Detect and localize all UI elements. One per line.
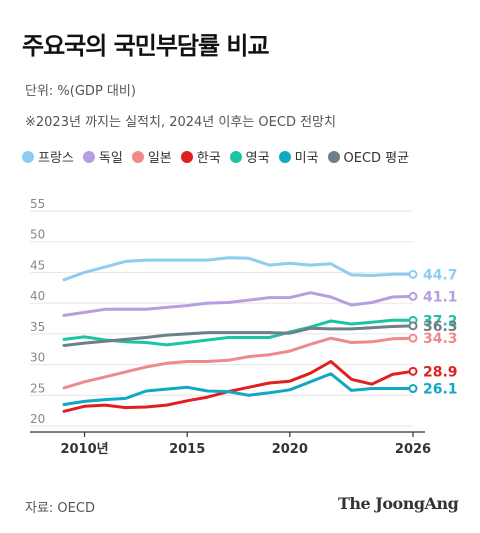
brand-logo: The JoongAng bbox=[338, 494, 459, 513]
legend-swatch-germany bbox=[82, 150, 95, 163]
series-end-marker-3 bbox=[408, 366, 418, 376]
y-tick-label-45: 45 bbox=[30, 258, 45, 272]
legend-label-uk: 영국 bbox=[245, 151, 270, 166]
series-line-4 bbox=[62, 318, 415, 347]
y-tick-label-35: 35 bbox=[30, 320, 45, 334]
series-line-0 bbox=[62, 256, 415, 282]
legend-label-japan: 일본 bbox=[147, 151, 172, 166]
legend-label-germany: 독일 bbox=[98, 151, 123, 166]
legend-swatch-usa bbox=[278, 150, 291, 163]
legend-item-france: 프랑스 bbox=[22, 147, 74, 166]
series-end-label-0: 44.7 bbox=[423, 267, 458, 283]
series-line-6 bbox=[62, 324, 415, 347]
y-tick-label-25: 25 bbox=[30, 381, 45, 395]
x-tick-label-2020: 2020 bbox=[272, 442, 308, 457]
legend-swatch-france bbox=[22, 150, 34, 163]
series-line-2 bbox=[62, 336, 415, 390]
series-end-marker-0 bbox=[408, 269, 418, 279]
legend-swatch-oecd bbox=[327, 150, 340, 163]
series-line-1 bbox=[62, 291, 415, 317]
legend-item-japan: 일본 bbox=[131, 147, 172, 166]
legend-label-france: 프랑스 bbox=[38, 151, 74, 166]
legend-item-korea: 한국 bbox=[180, 147, 221, 166]
y-tick-label-40: 40 bbox=[30, 289, 45, 303]
legend-swatch-uk bbox=[229, 150, 242, 163]
legend-item-germany: 독일 bbox=[82, 147, 123, 166]
legend-label-usa: 미국 bbox=[294, 151, 319, 166]
chart-title: 주요국의 국민부담률 비교 bbox=[22, 32, 270, 60]
series-line-3 bbox=[62, 360, 415, 413]
series-end-label-1: 41.1 bbox=[423, 289, 458, 305]
legend-item-usa: 미국 bbox=[278, 147, 319, 166]
series-end-label-5: 26.1 bbox=[423, 382, 458, 398]
series-end-marker-2 bbox=[408, 333, 418, 343]
series-end-label-2: 34.3 bbox=[423, 331, 458, 347]
series-end-marker-6 bbox=[408, 321, 418, 331]
legend-label-oecd: OECD 평균 bbox=[343, 151, 410, 166]
series-end-marker-5 bbox=[408, 384, 418, 394]
series-end-marker-1 bbox=[408, 291, 418, 301]
legend-label-korea: 한국 bbox=[196, 151, 221, 166]
unit-note: 단위: %(GDP 대비) bbox=[25, 84, 136, 99]
legend-swatch-korea bbox=[180, 150, 193, 163]
y-tick-label-30: 30 bbox=[30, 351, 45, 365]
series-end-label-6: 36.3 bbox=[423, 319, 458, 335]
y-tick-label-55: 55 bbox=[30, 197, 45, 211]
source-note: 자료: OECD bbox=[25, 501, 95, 516]
legend-item-uk: 영국 bbox=[229, 147, 270, 166]
series-line-5 bbox=[62, 372, 415, 406]
x-tick-label-2026: 2026 bbox=[395, 442, 431, 457]
legend-swatch-japan bbox=[131, 150, 144, 163]
y-tick-label-20: 20 bbox=[30, 412, 45, 426]
series-end-label-3: 28.9 bbox=[423, 364, 458, 380]
y-tick-label-50: 50 bbox=[30, 228, 45, 242]
x-tick-label-2010: 2010년 bbox=[60, 442, 108, 457]
x-tick-label-2015: 2015 bbox=[169, 442, 205, 457]
line-chart: 20 25 30 35 40 45 50 55 2010년 2015 2020 2026 44.7 41.… bbox=[30, 197, 458, 457]
legend: 프랑스 독일 일본 한국 영국 미국 OECD 평균 bbox=[22, 147, 418, 166]
series-end-label-4: 37.2 bbox=[423, 313, 458, 329]
projection-note: ※2023년 까지는 실적치, 2024년 이후는 OECD 전망치 bbox=[25, 115, 336, 130]
legend-item-oecd: OECD 평균 bbox=[327, 147, 410, 166]
